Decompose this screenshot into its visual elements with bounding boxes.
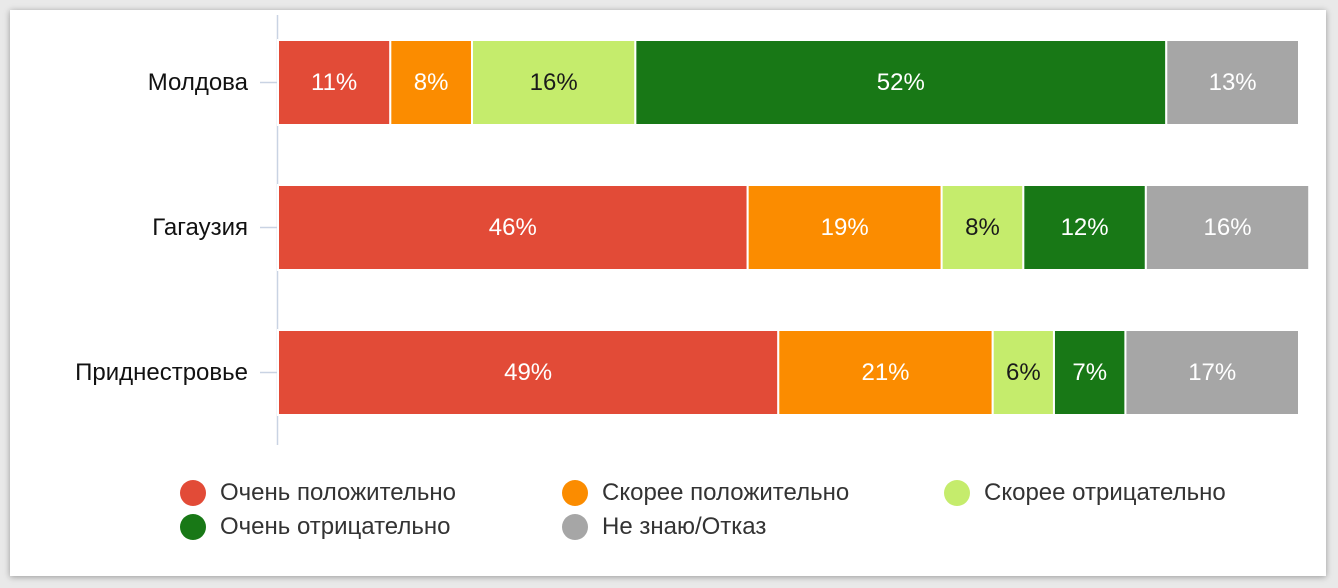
data-label: 19%: [821, 214, 869, 241]
bar-segment: [1124, 329, 1301, 416]
data-label: 46%: [489, 214, 537, 241]
data-label: 6%: [1006, 359, 1041, 386]
bar-segment: [277, 329, 780, 416]
data-label: 16%: [530, 69, 578, 96]
legend-swatch: [944, 480, 970, 506]
legend-item-rather-positive[interactable]: Скорее положительно: [562, 479, 944, 506]
data-label: 21%: [861, 359, 909, 386]
legend-item-very-negative[interactable]: Очень отрицательно: [180, 513, 562, 540]
bar-segment: [277, 39, 392, 126]
legend-swatch: [180, 480, 206, 506]
data-label: 8%: [414, 69, 449, 96]
legend-swatch: [562, 480, 588, 506]
legend-label: Скорее положительно: [602, 479, 850, 506]
bar-segment: [1144, 184, 1311, 271]
legend-label: Не знаю/Отказ: [602, 513, 767, 540]
bar-segment: [777, 329, 994, 416]
legend-swatch: [562, 514, 588, 540]
legend-item-rather-negative[interactable]: Скорее отрицательно: [944, 479, 1284, 506]
data-label: 52%: [877, 69, 925, 96]
stacked-bar-chart: Молдова 11% 8% 16% 52% 13% Гагаузия 46% 19% 8% 12%…: [75, 15, 1311, 445]
legend-item-very-positive[interactable]: Очень положительно: [180, 479, 562, 506]
legend-swatch: [180, 514, 206, 540]
data-label: 17%: [1188, 359, 1236, 386]
bar-segment: [277, 184, 749, 271]
legend: Очень положительно Скорее положительно С…: [180, 479, 1284, 540]
bar-segment: [1165, 39, 1301, 126]
data-label: 8%: [965, 214, 1000, 241]
chart-card: Молдова 11% 8% 16% 52% 13% Гагаузия 46% 19% 8% 12%…: [10, 10, 1326, 576]
data-label: 16%: [1204, 214, 1252, 241]
category-label: Приднестровье: [75, 359, 248, 386]
category-label: Гагаузия: [152, 214, 248, 241]
bar-segment: [389, 39, 473, 126]
bar-segment: [940, 184, 1025, 271]
data-label: 13%: [1209, 69, 1257, 96]
data-label: 49%: [504, 359, 552, 386]
legend-label: Скорее отрицательно: [984, 479, 1226, 506]
bar-segment: [1022, 184, 1147, 271]
data-label: 7%: [1072, 359, 1107, 386]
legend-item-dont-know[interactable]: Не знаю/Отказ: [562, 513, 944, 540]
bar-segment: [746, 184, 943, 271]
category-label: Молдова: [148, 69, 249, 96]
data-label: 11%: [311, 69, 357, 96]
legend-label: Очень отрицательно: [220, 513, 451, 540]
legend-label: Очень положительно: [220, 479, 456, 506]
data-label: 12%: [1061, 214, 1109, 241]
